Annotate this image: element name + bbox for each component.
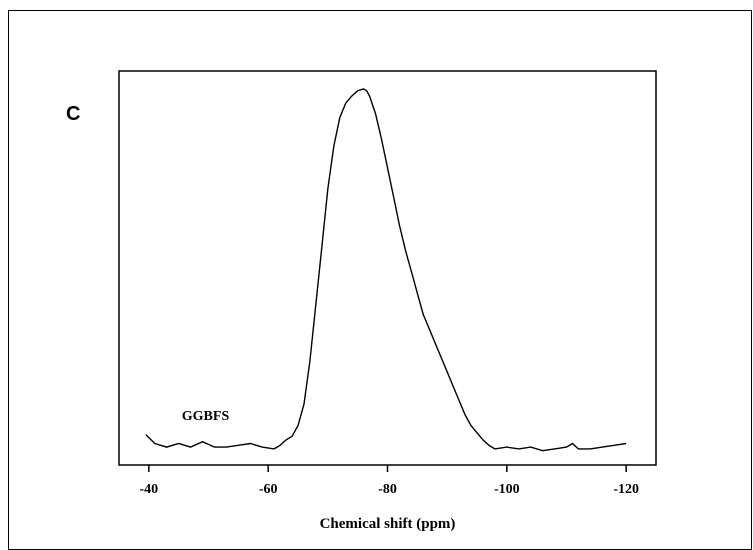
figure-frame xyxy=(8,10,752,550)
x-tick-label: -120 xyxy=(613,482,639,497)
series-line xyxy=(145,88,627,452)
x-tick-label: -40 xyxy=(139,482,158,497)
x-tick-label: -60 xyxy=(259,482,278,497)
x-tick-label: -100 xyxy=(494,482,520,497)
x-axis-title: Chemical shift (ppm) xyxy=(320,516,456,532)
plot-area xyxy=(118,70,657,466)
panel-label: C xyxy=(66,103,81,125)
nmr-spectrum-chart: -40 -60 -80 -100 -120 GGBFS Chemical shift (… xyxy=(118,70,657,532)
x-tick-label: -80 xyxy=(378,482,397,497)
x-axis-ticks xyxy=(148,465,627,472)
annotation-ggbfs: GGBFS xyxy=(182,409,230,424)
x-axis-tick-labels: -40 -60 -80 -100 -120 xyxy=(139,482,639,497)
